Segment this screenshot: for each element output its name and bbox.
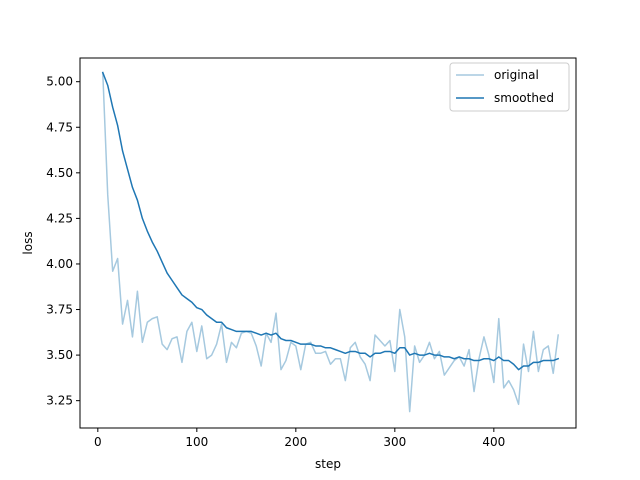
series-layer [101,71,560,413]
y-tick-label: 4.50 [46,166,73,180]
series-line-smoothed [101,71,560,371]
y-tick-label: 3.75 [46,303,73,317]
plot-frame [79,57,577,429]
x-tick-label: 200 [284,435,307,449]
legend-label-smoothed: smoothed [494,91,554,105]
y-tick-label: 3.50 [46,348,73,362]
y-axis-label: loss [21,231,35,254]
y-tick-label: 4.00 [46,257,73,271]
legend-label-original: original [494,68,539,82]
x-axis-label: step [315,457,341,471]
y-tick-label: 4.75 [46,120,73,134]
x-tick-label: 100 [185,435,208,449]
y-axis: 3.25 3.50 3.75 4.00 4.25 4.50 4.75 5.00 [46,75,80,408]
plot-area [80,58,576,428]
x-axis: 0 100 200 300 400 [94,428,505,449]
series-line-original [101,71,560,413]
y-tick-label: 4.25 [46,211,73,225]
x-tick-label: 0 [94,435,102,449]
x-tick-label: 400 [482,435,505,449]
x-tick-label: 300 [383,435,406,449]
legend: original smoothed [449,62,570,112]
y-tick-label: 5.00 [46,75,73,89]
y-tick-label: 3.25 [46,394,73,408]
